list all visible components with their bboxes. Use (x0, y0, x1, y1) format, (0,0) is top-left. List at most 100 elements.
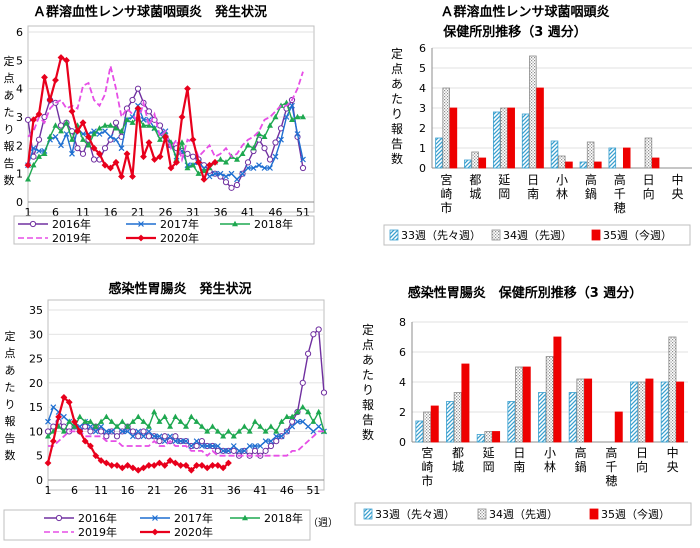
legend-label-y2016: 2016年 (52, 217, 91, 231)
category-char: 日 (527, 173, 539, 187)
ylabel-char: 数 (391, 151, 403, 166)
data-point-y2016 (299, 379, 306, 386)
data-point-y2017 (257, 443, 264, 449)
x-tick-label: 51 (306, 484, 320, 497)
data-point-y2020 (113, 462, 121, 469)
data-point-y2016 (82, 423, 89, 430)
ylabel-char: あ (5, 364, 16, 377)
legend-label-y2019: 2019年 (78, 525, 117, 539)
bar-bar35 (449, 107, 458, 169)
bar-bar33 (415, 420, 424, 443)
bar-bar35 (492, 431, 501, 443)
ylabel-char: 報 (4, 140, 15, 153)
data-point-y2017 (209, 443, 216, 449)
data-point-y2020 (96, 150, 103, 158)
data-point-y2020 (112, 158, 120, 166)
data-point-y2020 (171, 459, 179, 467)
y-tick-label: 6 (399, 346, 406, 359)
legend-label-y2020: 2020年 (174, 525, 213, 539)
data-point-y2020 (140, 464, 147, 472)
data-point-y2018 (108, 418, 115, 424)
data-point-y2016 (79, 150, 87, 157)
strep-line-title: Ａ群溶血性レンサ球菌咽頭炎 発生状況 (33, 4, 267, 20)
bar-bar33 (550, 140, 559, 169)
bar-bar33 (521, 113, 530, 169)
category-char: 高 (575, 445, 587, 460)
gastro-line-legend: 2016年 2017年 2018年 2019年 2020年 （週） (3, 509, 338, 541)
data-point-y2017 (135, 428, 142, 435)
data-point-y2016 (251, 447, 259, 454)
ylabel-char: り (362, 383, 374, 397)
legend-swatch-bar35 (591, 229, 601, 241)
data-point-y2018 (257, 423, 264, 429)
y-tick-label: 4 (16, 83, 23, 96)
data-point-y2016 (101, 145, 109, 152)
data-point-y2017 (300, 156, 306, 163)
data-point-y2017 (69, 150, 75, 157)
data-point-y2020 (101, 161, 109, 169)
data-point-y2018 (289, 116, 295, 123)
data-point-y2016 (222, 179, 230, 186)
legend-marker-y2017 (152, 515, 158, 521)
ylabel-char: た (362, 368, 374, 382)
legend-label-y2020: 2020年 (160, 231, 199, 245)
legend-label-bar33: 33週（先々週） (375, 508, 455, 521)
data-point-y2017 (294, 131, 301, 137)
data-point-y2017 (96, 131, 103, 137)
bar-bar34 (442, 87, 450, 169)
data-point-y2020 (145, 139, 153, 146)
data-point-y2016 (134, 85, 142, 92)
gastro-line-title: 感染性胃腸炎 発生状況 (108, 281, 251, 297)
data-point-y2018 (245, 142, 251, 148)
data-point-y2018 (167, 423, 174, 429)
data-point-y2017 (118, 145, 125, 152)
data-point-y2018 (103, 413, 110, 420)
data-point-y2018 (250, 144, 257, 151)
data-point-y2018 (193, 418, 200, 424)
legend-frame (354, 502, 692, 526)
data-point-y2018 (195, 170, 202, 176)
legend-swatch-bar33 (389, 229, 399, 241)
bar-bar35 (565, 161, 573, 169)
bar-bar34 (500, 107, 508, 169)
data-point-y2017 (212, 170, 218, 177)
legend-marker-y2020 (151, 528, 159, 536)
category-label: 高鍋 (575, 445, 587, 474)
data-point-y2016 (320, 389, 328, 396)
bar-bar33 (435, 137, 443, 169)
data-point-y2018 (140, 122, 147, 128)
data-point-y2017 (241, 447, 248, 454)
category-char: 城 (452, 460, 464, 474)
data-point-y2016 (140, 428, 147, 435)
bar-bar34 (423, 411, 432, 443)
legend-marker-y2016 (29, 220, 37, 228)
category-char: 延 (498, 173, 510, 187)
ylabel-char: 数 (5, 449, 16, 462)
data-point-y2017 (145, 428, 152, 435)
x-tick-label: 1 (45, 484, 52, 497)
data-point-y2020 (55, 413, 63, 421)
data-point-y2017 (98, 423, 105, 430)
y-tick-label: 0 (16, 196, 23, 209)
data-point-y2018 (214, 428, 221, 434)
data-point-y2018 (91, 130, 97, 137)
data-point-y2020 (193, 462, 201, 469)
bar-bar35 (522, 366, 531, 443)
y-tick-label: 5 (16, 54, 23, 67)
legend-label-bar35: 35週（今週） (603, 228, 672, 242)
x-tick-label: 31 (200, 484, 214, 497)
ylabel-char: 定 (362, 322, 374, 337)
data-point-y2018 (157, 136, 163, 142)
bar-bar35 (461, 363, 470, 443)
ylabel-char: り (4, 123, 15, 136)
category-label: 小林 (556, 173, 568, 201)
series-line-y2019 (48, 430, 324, 457)
category-char: 都 (452, 446, 464, 460)
data-point-y2018 (217, 156, 224, 162)
bar-bar34 (515, 366, 524, 443)
y-tick-label: 3 (419, 102, 426, 115)
data-point-y2017 (262, 438, 269, 445)
data-point-y2017 (273, 433, 280, 440)
